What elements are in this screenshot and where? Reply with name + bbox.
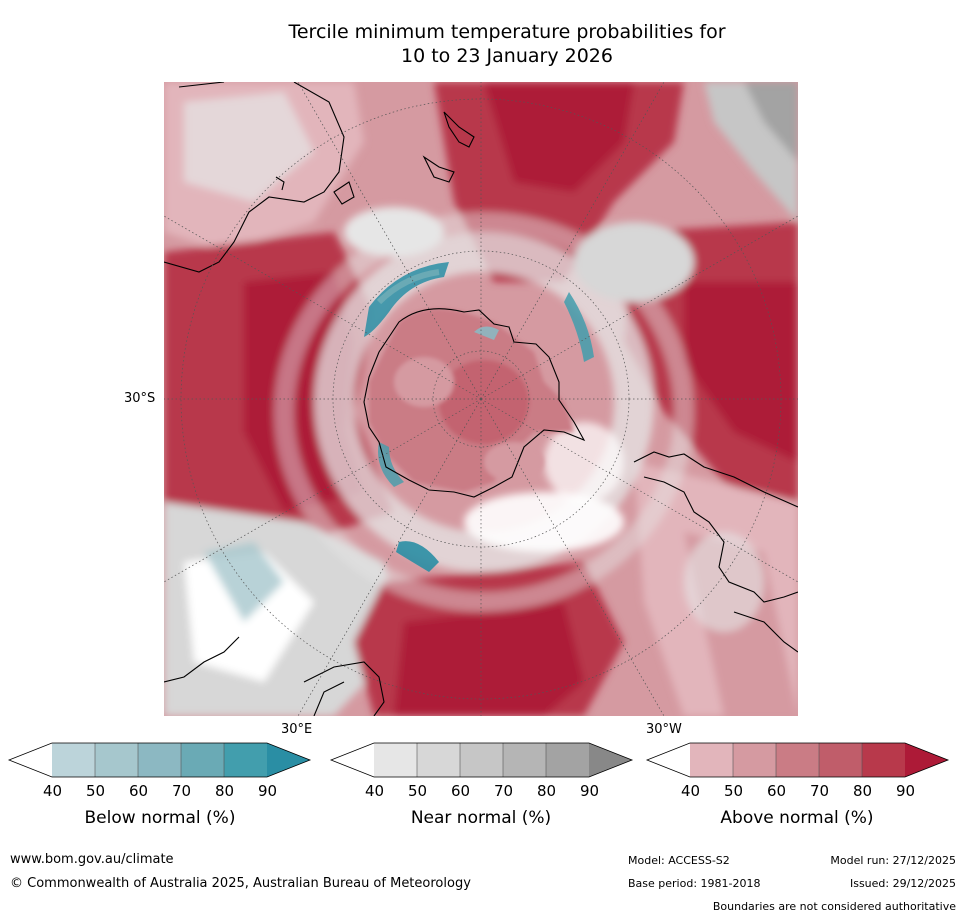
footer-website: www.bom.gov.au/climate <box>10 852 174 867</box>
colorbar-above-tick: 80 <box>853 782 873 800</box>
colorbar-below-svg <box>7 742 312 778</box>
colorbar-near-normal: 40 50 60 70 80 90 <box>329 742 634 800</box>
colorbar-below-high-extend <box>267 743 310 777</box>
colorbar-above-svg <box>645 742 950 778</box>
footer-model: Model: ACCESS-S2 <box>628 854 730 867</box>
colorbar-near-segment <box>546 743 589 777</box>
colorbar-above-low-extend <box>647 743 690 777</box>
colorbar-below-segment <box>181 743 224 777</box>
colorbar-above-tick: 50 <box>724 782 744 800</box>
colorbar-near-low-extend <box>331 743 374 777</box>
antarctica-field <box>369 308 574 492</box>
continent-outlines <box>164 82 798 716</box>
colorbar-below-segment <box>138 743 181 777</box>
colorbar-near-tick: 40 <box>365 782 385 800</box>
colorbar-near-segment <box>374 743 417 777</box>
colorbar-near-title: Near normal (%) <box>410 808 552 828</box>
footer-model-run: Model run: 27/12/2025 <box>830 854 956 867</box>
colorbar-near-tick: 60 <box>451 782 471 800</box>
colorbar-below-segment <box>52 743 95 777</box>
colorbar-near-segment <box>503 743 546 777</box>
colorbar-below-outline <box>7 742 312 778</box>
colorbar-above-segment <box>733 743 776 777</box>
colorbar-near-tick: 90 <box>580 782 600 800</box>
title-line-2: 10 to 23 January 2026 <box>401 45 613 67</box>
colorbar-near-outline <box>329 742 634 778</box>
colorbar-above-normal: 40 50 60 70 80 90 <box>645 742 950 800</box>
colorbar-below-low-extend <box>9 743 52 777</box>
lon-label-30w: 30°W <box>646 722 682 737</box>
colorbar-below-segment <box>224 743 267 777</box>
colorbar-below-tick: 50 <box>86 782 106 800</box>
colorbar-below-tick: 40 <box>43 782 63 800</box>
footer-copyright: © Commonwealth of Australia 2025, Austra… <box>10 876 471 891</box>
polar-map <box>164 82 798 716</box>
colorbar-below-title: Below normal (%) <box>84 808 236 828</box>
colorbar-below-segment <box>95 743 138 777</box>
colorbar-above-title: Above normal (%) <box>720 808 874 828</box>
colorbar-above-segment <box>862 743 905 777</box>
colorbar-near-segment <box>417 743 460 777</box>
title-line-1: Tercile minimum temperature probabilitie… <box>288 21 726 43</box>
colorbar-above-segment <box>690 743 733 777</box>
colorbar-above-outline <box>645 742 950 778</box>
footer-base-period: Base period: 1981-2018 <box>628 877 761 890</box>
colorbar-above-tick: 40 <box>681 782 701 800</box>
colorbar-below-tick: 70 <box>172 782 192 800</box>
colorbar-above-segment <box>776 743 819 777</box>
colorbar-above-segment <box>819 743 862 777</box>
colorbar-near-tick: 70 <box>494 782 514 800</box>
colorbar-near-tick: 80 <box>537 782 557 800</box>
colorbar-above-tick: 60 <box>767 782 787 800</box>
colorbar-below-tick: 60 <box>129 782 149 800</box>
colorbar-near-high-extend <box>589 743 632 777</box>
colorbar-above-tick: 70 <box>810 782 830 800</box>
footer-issued: Issued: 29/12/2025 <box>849 877 956 890</box>
below-normal-patches <box>364 262 594 572</box>
colorbar-near-svg <box>329 742 634 778</box>
colorbar-above-high-extend <box>905 743 948 777</box>
map-svg <box>164 82 798 716</box>
colorbar-near-tick: 50 <box>408 782 428 800</box>
colorbar-below-tick: 90 <box>258 782 278 800</box>
colorbar-near-segment <box>460 743 503 777</box>
footer-disclaimer: Boundaries are not considered authoritat… <box>712 900 956 913</box>
lat-label-30s: 30°S <box>124 391 156 406</box>
map-title: Tercile minimum temperature probabilitie… <box>0 20 965 68</box>
lon-label-30e: 30°E <box>281 722 313 737</box>
colorbar-above-tick: 90 <box>896 782 916 800</box>
map-gridlines <box>164 82 798 716</box>
colorbar-below-normal: 40 50 60 70 80 90 <box>7 742 312 800</box>
colorbar-below-tick: 80 <box>215 782 235 800</box>
antarctica-coastline <box>363 308 586 498</box>
probability-field <box>164 82 798 716</box>
